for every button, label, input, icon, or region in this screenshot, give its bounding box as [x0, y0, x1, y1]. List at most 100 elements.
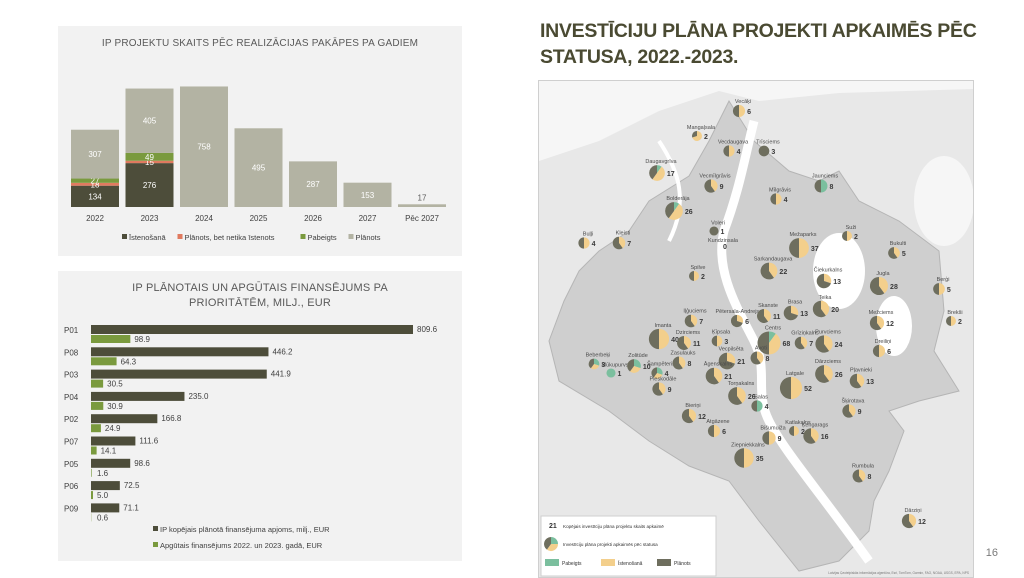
neighbourhood-count: 2	[958, 319, 962, 326]
absorbed-value: 64.3	[121, 357, 137, 366]
bar-value-label: 134	[88, 192, 102, 201]
chart-a-svg: 1341827307202227615494052023758202449520…	[58, 26, 462, 256]
neighbourhood-count: 12	[886, 321, 894, 328]
legend-count-text: Kopējais investīciju plāna projektu skai…	[563, 524, 664, 529]
neighbourhood-count: 7	[809, 341, 813, 348]
neighbourhood-name: Mīlgrāvis	[769, 187, 791, 193]
absorbed-bar	[91, 380, 103, 388]
bar-value-label: 758	[197, 143, 211, 152]
legend-status-swatch	[545, 559, 559, 566]
legend-label: Īstenošanā	[129, 233, 167, 242]
planned-bar	[91, 481, 120, 490]
category-label: 2027	[359, 214, 377, 223]
bar-value-label: 49	[145, 153, 154, 162]
legend-label: Pabeigts	[308, 233, 337, 242]
neighbourhood-count: 9	[778, 436, 782, 443]
neighbourhood-name: Bišumuiža	[760, 425, 786, 431]
neighbourhood-name: Dārziņi	[904, 508, 921, 514]
neighbourhood-count: 21	[737, 359, 745, 366]
neighbourhood-name: Dzirciems	[676, 330, 700, 336]
neighbourhood-count: 0	[723, 244, 727, 251]
neighbourhood-name: Pļavnieki	[850, 368, 872, 374]
neighbourhood-count: 16	[821, 434, 829, 441]
neighbourhood-count: 8	[829, 184, 833, 191]
map-svg: Vecāķi6Mangaļsala2Vecdaugava4Trīsciems3D…	[539, 81, 973, 577]
legend-sample-count: 21	[549, 523, 557, 530]
neighbourhood-name: Vecpilsēta	[718, 347, 744, 353]
neighbourhood-count: 6	[722, 429, 726, 436]
neighbourhood-name: Šķirotava	[842, 397, 866, 404]
absorbed-value: 30.5	[107, 380, 123, 389]
neighbourhood-name: Bieriņi	[685, 403, 700, 409]
neighbourhood-count: 17	[667, 171, 675, 178]
bar-segment	[398, 204, 446, 207]
planned-bar	[91, 370, 267, 379]
legend-label: IP kopējais plānotā finansējuma apjoms, …	[160, 525, 330, 534]
neighbourhood-count: 6	[747, 109, 751, 116]
legend-status-swatch	[601, 559, 615, 566]
neighbourhood-name: Buļļi	[583, 231, 593, 237]
planned-value: 72.5	[124, 481, 140, 490]
legend-label: Plānots, bet netika īstenots	[185, 233, 275, 242]
neighbourhood-name: Rumbula	[852, 464, 875, 470]
absorbed-bar	[91, 335, 130, 343]
absorbed-value: 5.0	[97, 491, 109, 500]
planned-value: 71.1	[123, 503, 139, 512]
neighbourhood-count: 21	[724, 374, 732, 381]
bar-value-label: 17	[418, 193, 427, 202]
priority-label: P08	[64, 348, 79, 357]
planned-bar	[91, 459, 130, 468]
map-legend: 21 Kopējais investīciju plāna projektu sk…	[541, 516, 716, 576]
lake-lielais-baltezers	[914, 156, 973, 246]
absorbed-value: 0.6	[97, 513, 109, 522]
neighbourhood-name: Berģi	[937, 276, 950, 283]
neighbourhood-name: Jaunciems	[812, 174, 839, 180]
absorbed-value: 30.9	[107, 402, 123, 411]
category-label: 2024	[195, 214, 213, 223]
priority-label: P04	[64, 393, 79, 402]
neighbourhood-count: 1	[618, 371, 622, 378]
neighbourhood-name: Vecdaugava	[718, 139, 749, 145]
planned-bar	[91, 392, 184, 401]
neighbourhood-name: Zolitūde	[628, 353, 648, 359]
planned-value: 446.2	[272, 347, 293, 356]
neighbourhood-name: Avoti	[755, 346, 767, 352]
neighbourhood-count: 3	[724, 339, 728, 346]
absorbed-value: 14.1	[101, 447, 117, 456]
bar-value-label: 287	[306, 180, 320, 189]
neighbourhood-name: Trīsciems	[756, 140, 780, 146]
neighbourhood-name: Jugla	[876, 271, 890, 277]
bar-value-label: 153	[361, 191, 375, 200]
neighbourhood-count: 7	[627, 241, 631, 248]
legend-swatch	[178, 234, 183, 239]
neighbourhood-name: Salas	[754, 394, 768, 400]
neighbourhood-count: 8	[867, 474, 871, 481]
neighbourhood-count: 4	[765, 404, 769, 411]
planned-value: 166.8	[161, 414, 182, 423]
absorbed-bar	[91, 424, 101, 432]
chart-funding-by-priority: IP PLĀNOTAIS UN APGŪTAIS FINANSĒJUMS PA …	[58, 271, 462, 561]
planned-value: 235.0	[188, 392, 209, 401]
legend-pie-text: Investīciju plāna projekti apkaimēs pēc …	[563, 542, 658, 547]
neighbourhood-count: 2	[701, 274, 705, 281]
neighbourhood-count: 12	[698, 414, 706, 421]
neighbourhood-name: Bukulti	[890, 241, 907, 247]
neighbourhood-count: 13	[833, 279, 841, 286]
neighbourhood-count: 12	[918, 519, 926, 526]
legend-status-label: Īstenošanā	[618, 560, 643, 567]
planned-bar	[91, 437, 135, 446]
neighbourhood-name: Centrs	[765, 326, 781, 332]
neighbourhood-name: Šampēteris	[647, 360, 675, 367]
absorbed-value: 1.6	[97, 469, 109, 478]
neighbourhood-name: Mangaļsala	[687, 125, 716, 131]
neighbourhood-name: Dreiliņi	[875, 339, 892, 345]
neighbourhood-name: Brekši	[947, 310, 962, 316]
planned-value: 98.6	[134, 459, 150, 468]
neighbourhood-count: 8	[687, 361, 691, 368]
neighbourhood-name: Āgenskalns	[704, 361, 733, 368]
neighbourhood-name: Latgale	[786, 371, 804, 377]
neighbourhood-name: Ziepniekkalns	[731, 442, 765, 448]
